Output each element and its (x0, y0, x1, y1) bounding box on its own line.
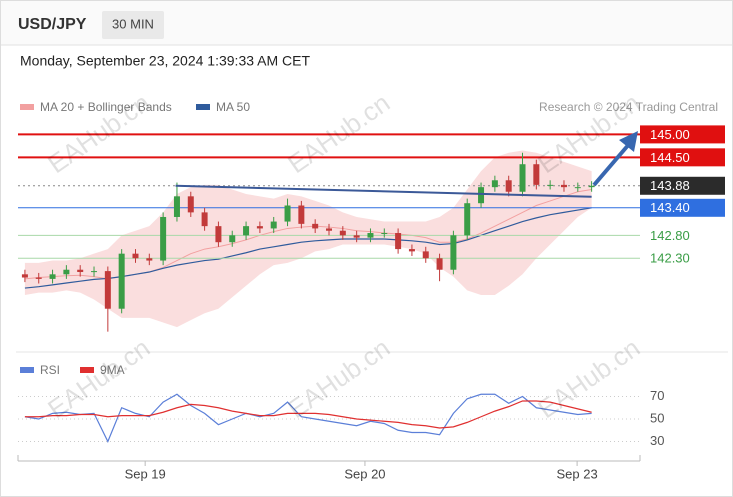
rsi-panel: 30 50 70 RSI 9MA Sep 19 Sep 20 Sep 23 (18, 363, 664, 481)
candle-body (21, 274, 28, 278)
rsi-line (24, 393, 592, 443)
candle-body (312, 223, 319, 229)
candle-body (574, 187, 581, 189)
arrow-shaft (592, 141, 632, 187)
candle-body (547, 184, 554, 186)
level-label: 143.40 (650, 200, 690, 215)
legend-swatch (20, 367, 34, 373)
candle-body (35, 277, 42, 279)
candle-body (533, 164, 540, 185)
rsi-line (24, 400, 592, 429)
candle-body (229, 235, 236, 243)
candle-body (395, 233, 402, 250)
candle-body (353, 235, 360, 238)
candle-body (215, 226, 222, 243)
arrow-head (619, 131, 638, 152)
level-box (640, 125, 725, 144)
candle-body (367, 233, 374, 238)
candle-body (519, 164, 526, 192)
candle-body (132, 253, 139, 259)
candle-body (478, 187, 485, 204)
candle-body (422, 251, 429, 259)
legend-label: MA 20 + Bollinger Bands (40, 100, 172, 114)
legend-swatch (80, 367, 94, 373)
candle-body (160, 216, 167, 261)
level-label: 142.30 (650, 251, 690, 266)
candle-body (77, 269, 84, 273)
candle-body (408, 249, 415, 252)
level-label: 144.50 (650, 150, 690, 165)
symbol: USD/JPY (18, 16, 87, 33)
timestamp: Monday, September 23, 2024 1:39:33 AM CE… (20, 53, 310, 69)
candle-body (118, 253, 125, 309)
candle-body (464, 203, 471, 236)
candle-body (491, 180, 498, 188)
trendline (175, 184, 592, 198)
candle-body (339, 230, 346, 236)
legend-label: RSI (40, 363, 60, 377)
candle-body (436, 258, 443, 270)
candle-body (450, 235, 457, 270)
candle-body (104, 271, 111, 309)
x-tick-label: Sep 19 (125, 466, 166, 481)
candle-body (270, 221, 277, 229)
candle-body (49, 274, 56, 279)
legend-swatch (196, 104, 210, 110)
candle-body (173, 196, 180, 217)
legend-label: MA 50 (216, 100, 250, 114)
level-box (640, 176, 725, 195)
candle-body (588, 185, 595, 188)
level-label: 143.88 (650, 178, 690, 193)
y-tick-label: 50 (650, 410, 664, 425)
candle-body (560, 184, 567, 188)
y-tick-label: 70 (650, 388, 664, 403)
candle-body (201, 212, 208, 227)
candle-body (505, 180, 512, 192)
candle-body (381, 233, 388, 235)
y-tick-label: 30 (650, 433, 664, 448)
candle-body (187, 196, 194, 213)
timeframe: 30 MIN (112, 16, 154, 31)
bollinger-band (24, 150, 592, 328)
candle-body (326, 228, 332, 231)
timeframe-badge (102, 11, 164, 39)
level-box (640, 198, 725, 217)
candle-body (63, 269, 70, 275)
x-tick-label: Sep 20 (344, 466, 385, 481)
candle-body (146, 258, 153, 261)
candle-body (243, 226, 250, 236)
candle-body (298, 205, 305, 224)
candle-body (256, 226, 263, 229)
legend-swatch (20, 104, 34, 110)
candle-body (91, 271, 98, 273)
candle-body (284, 205, 291, 222)
credit: Research © 2024 Trading Central (539, 100, 718, 114)
level-label: 142.80 (650, 228, 690, 243)
price-panel: MA 20 + Bollinger Bands MA 50 145.00 144.50… (18, 100, 725, 332)
legend-label: 9MA (100, 363, 125, 377)
level-label: 145.00 (650, 127, 690, 142)
level-box (640, 148, 725, 167)
x-tick-label: Sep 23 (557, 466, 598, 481)
